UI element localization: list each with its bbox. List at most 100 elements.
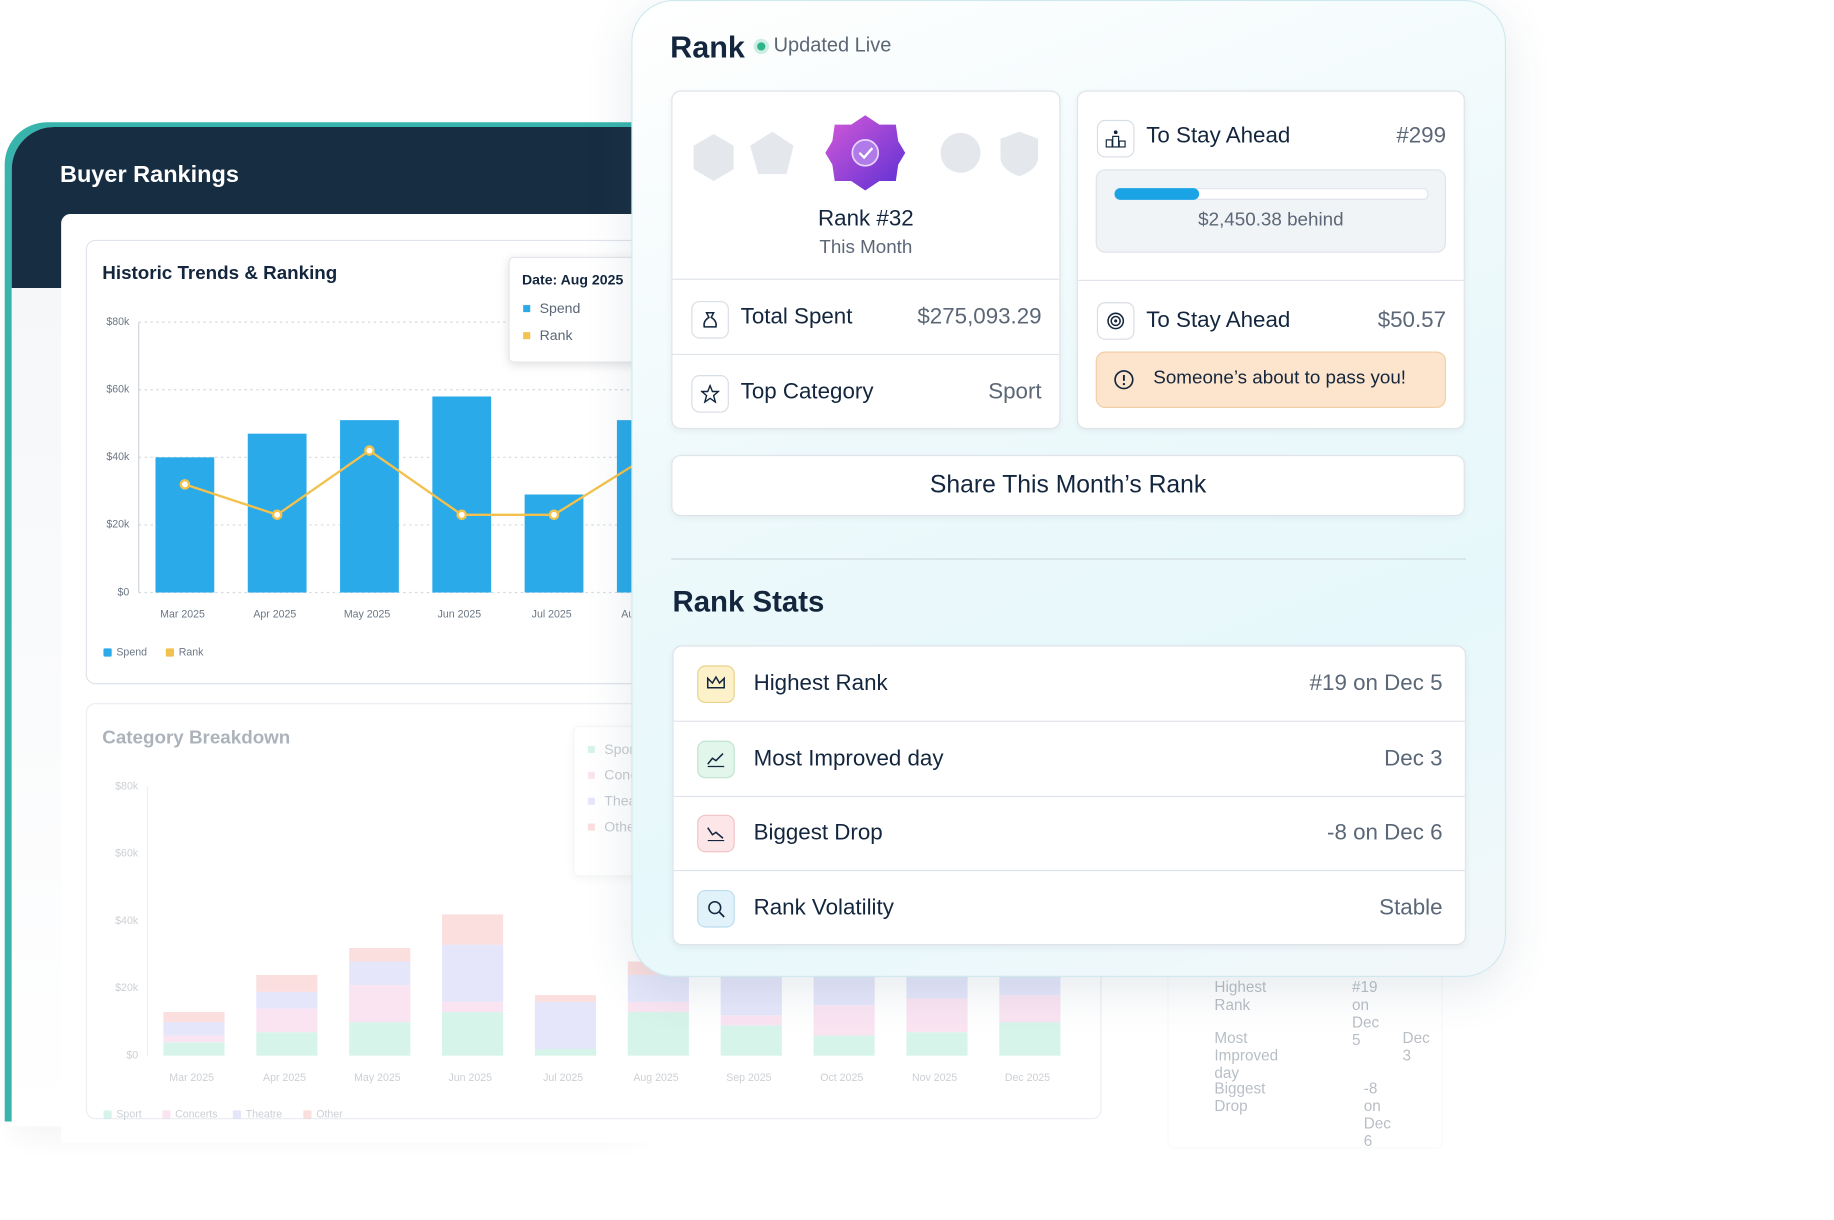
y-tick-label: $40k (106, 451, 130, 463)
stacked-segment (442, 1001, 504, 1012)
stacked-segment (627, 1011, 689, 1056)
y-tick-label: $40k (115, 915, 139, 927)
stacked-segment (906, 974, 968, 999)
stay-ahead-label: To Stay Ahead (1146, 308, 1291, 333)
legend-swatch (162, 1110, 171, 1119)
stacked-segment (163, 1022, 225, 1036)
stacked-segment (163, 1011, 225, 1023)
stat-icon-glyph (708, 900, 725, 918)
badge-check (851, 139, 880, 167)
y-tick-label: $0 (126, 1050, 138, 1062)
y-tick-label: $60k (115, 848, 139, 860)
stacked-segment (442, 914, 504, 945)
rank-stats-title: Rank Stats (672, 585, 825, 619)
alert-text: Someone’s about to pass you! (1153, 367, 1407, 388)
x-tick-label: Mar 2025 (160, 609, 205, 621)
x-tick-label: May 2025 (344, 609, 391, 621)
progress-fill (1114, 188, 1200, 200)
stay-ahead-amount: $50.57 (1377, 308, 1447, 333)
star-icon (700, 384, 720, 404)
x-tick-label: Jul 2025 (543, 1072, 583, 1084)
stacked-segment (813, 1035, 875, 1056)
stat-icon (697, 814, 735, 853)
badge (1000, 131, 1039, 177)
y-tick-label: $20k (106, 519, 130, 531)
icon (691, 375, 729, 413)
faded-stat-label: Most Improved day (1214, 1028, 1279, 1082)
divider (672, 353, 1060, 356)
stacked-segment (627, 974, 689, 1002)
live-dot (757, 42, 766, 51)
badge-check (858, 147, 874, 160)
stacked-segment (999, 1022, 1061, 1056)
legend-label: Sport (116, 1108, 141, 1120)
faded-stat-value: #19 on Dec 5 (1351, 978, 1380, 1049)
icon (1096, 302, 1135, 340)
stacked-segment (534, 1048, 597, 1056)
stat-row: Biggest Drop -8 on Dec 6 (673, 796, 1465, 872)
x-tick-label: Jul 2025 (532, 609, 572, 621)
tooltip-swatch (587, 771, 595, 779)
stat-row: Highest Rank #19 on Dec 5 (673, 647, 1465, 722)
stat-icon (697, 740, 735, 778)
tooltip-swatch (587, 797, 595, 805)
podium-icon (1105, 130, 1126, 148)
bar (155, 457, 215, 593)
stat-value: Dec 3 (1384, 745, 1443, 771)
legend-label: Other (316, 1108, 343, 1120)
chart: Historic Trends & Ranking $0 $20k $40k $60k $… (102, 256, 693, 658)
line-point (179, 479, 191, 490)
y-tick-label: $20k (115, 982, 139, 994)
stacked-segment (906, 998, 968, 1033)
stacked-segment (256, 974, 318, 992)
legend-swatch (103, 1110, 112, 1119)
tooltip-title: Date: Aug 2025 (522, 272, 623, 288)
icon (1096, 119, 1135, 158)
share-button-label: Share This Month’s Rank (929, 471, 1207, 499)
line-point (271, 509, 283, 521)
stacked-segment (349, 961, 411, 986)
tooltip: Date: Aug 2025 Spend Rank (508, 256, 642, 363)
icon (691, 300, 729, 339)
stacked-segment (720, 1025, 782, 1056)
legend-label: Spend (116, 646, 147, 658)
rank-card: Rank #32 This Month Total Spent $275,093… (671, 90, 1061, 430)
top-category-label: Top Category (740, 379, 874, 405)
y-tick-label: $80k (106, 316, 130, 328)
tooltip-swatch (587, 745, 595, 753)
line-point (364, 445, 375, 456)
x-tick-label: Oct 2025 (820, 1072, 863, 1084)
rank-stats-list: Highest Rank #19 on Dec 5 Most Improved da… (672, 645, 1467, 946)
x-tick-label: Dec 2025 (1005, 1072, 1050, 1084)
y-tick-label: $60k (106, 384, 130, 396)
bar (524, 494, 584, 593)
legend-label: Concerts (175, 1108, 217, 1120)
panel-title: Rank (670, 29, 745, 65)
faded-stat-value: Dec 3 (1402, 1028, 1430, 1064)
stacked-segment (349, 948, 411, 962)
stat-value: Stable (1379, 895, 1443, 920)
badge (750, 131, 794, 174)
stacked-segment (349, 1022, 411, 1056)
share-button[interactable]: Share This Month’s Rank (671, 454, 1465, 517)
line-point (456, 509, 468, 521)
stay-ahead-card: To Stay Ahead #299 $2,450.38 behind To S… (1076, 90, 1465, 430)
stat-row: Most Improved day Dec 3 (673, 721, 1465, 797)
stacked-segment (256, 1032, 318, 1056)
x-tick-label: Sep 2025 (726, 1072, 771, 1084)
progress-box: $2,450.38 behind (1095, 169, 1447, 253)
x-tick-label: Mar 2025 (169, 1072, 214, 1084)
stat-label: Rank Volatility (753, 895, 894, 920)
stacked-segment (999, 995, 1061, 1023)
stat-icon-glyph (707, 827, 725, 842)
divider (1078, 279, 1464, 281)
legend-swatch (103, 648, 112, 657)
alert-icon (1114, 370, 1134, 390)
stat-icon-glyph (707, 752, 725, 767)
legend-label: Theatre (246, 1108, 283, 1120)
tooltip-label: Other (604, 818, 640, 834)
stat-icon-glyph (706, 675, 725, 689)
x-tick-label: May 2025 (354, 1072, 401, 1084)
stacked-segment (163, 1042, 225, 1056)
